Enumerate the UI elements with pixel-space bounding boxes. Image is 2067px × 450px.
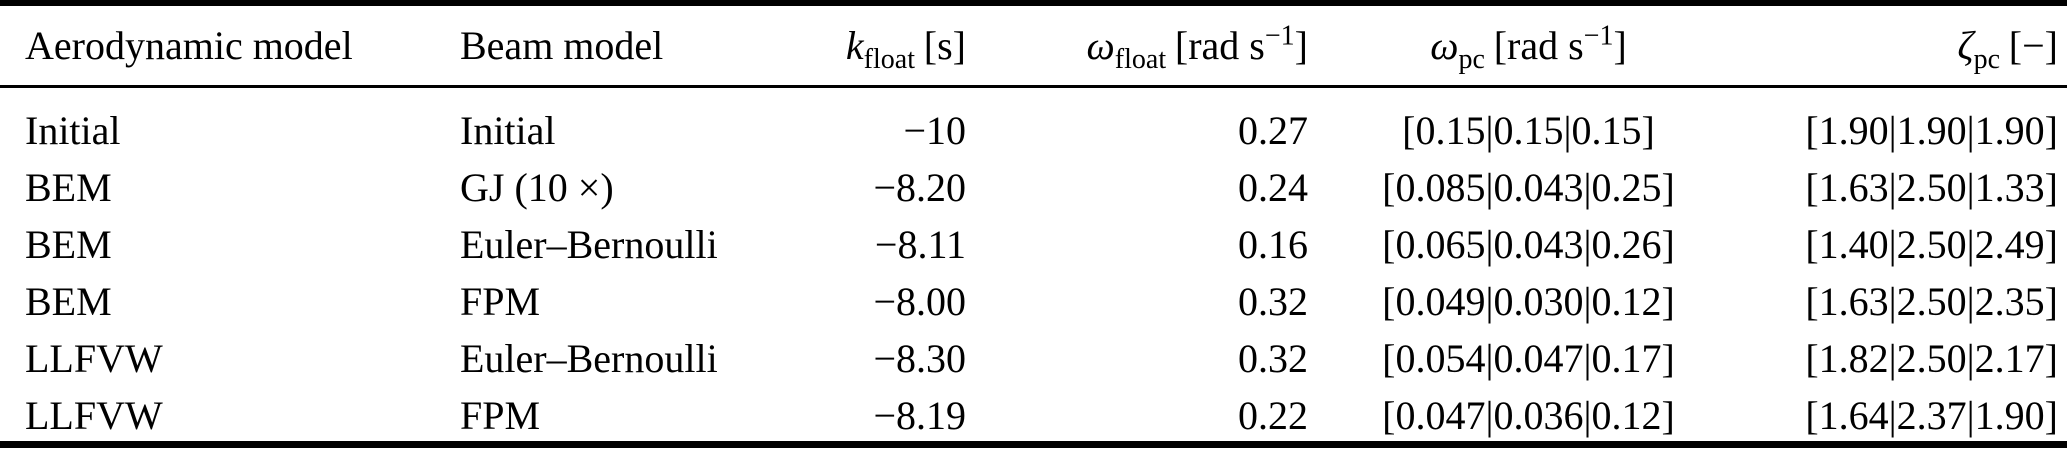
cell-omega-pc: [0.15|0.15|0.15] (1402, 108, 1655, 153)
col-header-omega-pc: ωpc [rad s−1] (1312, 20, 1745, 73)
omega-float-unit-exponent: −1 (1264, 20, 1295, 52)
cell-omega-float: 0.32 (1238, 336, 1308, 381)
cell-zeta-pc: [1.82|2.50|2.17] (1805, 336, 2058, 381)
cell-k-float: −8.11 (874, 222, 966, 267)
cell-zeta-pc: [1.40|2.50|2.49] (1805, 222, 2058, 267)
col-header-aerodynamic-model: Aerodynamic model (25, 23, 353, 68)
cell-beam: Initial (460, 108, 556, 153)
omega-pc-unit-close: ] (1613, 23, 1627, 68)
cell-k-float: −8.00 (873, 279, 966, 324)
col-header-beam-model: Beam model (460, 23, 664, 68)
omega-pc-unit-exponent: −1 (1583, 20, 1614, 52)
cell-aero: BEM (25, 279, 112, 324)
cell-k-float: −8.30 (873, 336, 966, 381)
omega-float-unit: [rad s−1] (1174, 20, 1308, 68)
cell-zeta-pc: [1.90|1.90|1.90] (1805, 108, 2058, 153)
cell-aero: LLFVW (25, 336, 163, 381)
cell-zeta-pc: [1.64|2.37|1.90] (1805, 393, 2058, 438)
cell-omega-pc: [0.085|0.043|0.25] (1382, 165, 1675, 210)
omega-pc-unit-open: [rad s (1493, 23, 1584, 68)
cell-k-float: −8.19 (873, 393, 966, 438)
cell-aero: BEM (25, 165, 112, 210)
k-symbol: k (845, 23, 864, 68)
k-subscript: float (863, 44, 915, 75)
cell-beam: Euler–Bernoulli (460, 222, 718, 267)
cell-k-float: −10 (903, 108, 966, 153)
cell-omega-float: 0.24 (1238, 165, 1308, 210)
col-header-omega-float: ωfloat [rad s−1] (970, 20, 1312, 73)
cell-omega-float: 0.16 (1238, 222, 1308, 267)
cell-aero: LLFVW (25, 393, 163, 438)
cell-omega-float: 0.32 (1238, 279, 1308, 324)
cell-omega-pc: [0.047|0.036|0.12] (1382, 393, 1675, 438)
col-header-zeta-pc: ζpc [−] (1745, 22, 2067, 74)
zeta-pc-unit: [−] (2008, 23, 2058, 68)
cell-omega-pc: [0.049|0.030|0.12] (1382, 279, 1675, 324)
cell-beam: GJ (10 ×) (460, 165, 614, 210)
table-top-rule (0, 0, 2067, 6)
table-body: Initial Initial −10 0.27 [0.15|0.15|0.15… (0, 102, 2067, 444)
omega-pc-subscript: pc (1458, 44, 1485, 75)
omega-float-subscript: float (1114, 44, 1167, 75)
omega-float-symbol: ω (1086, 23, 1115, 68)
cell-omega-pc: [0.065|0.043|0.26] (1382, 222, 1675, 267)
cell-aero: Initial (25, 108, 121, 153)
k-unit: [s] (923, 23, 966, 68)
omega-pc-symbol: ω (1430, 23, 1459, 68)
table-header-rule (0, 85, 2067, 88)
cell-omega-float: 0.27 (1238, 108, 1308, 153)
table-bottom-rule (0, 441, 2067, 448)
zeta-pc-symbol: ζ (1957, 23, 1974, 68)
cell-aero: BEM (25, 222, 112, 267)
cell-zeta-pc: [1.63|2.50|1.33] (1805, 165, 2058, 210)
cell-beam: Euler–Bernoulli (460, 336, 718, 381)
cell-beam: FPM (460, 279, 541, 324)
cell-omega-float: 0.22 (1238, 393, 1308, 438)
col-header-k-float: kfloat [s] (770, 22, 970, 74)
table-header-row: Aerodynamic model Beam model kfloat [s] ω… (0, 6, 2067, 85)
cell-k-float: −8.20 (873, 165, 966, 210)
cell-beam: FPM (460, 393, 541, 438)
omega-pc-unit: [rad s−1] (1493, 20, 1627, 68)
zeta-pc-subscript: pc (1973, 44, 2000, 75)
cell-zeta-pc: [1.63|2.50|2.35] (1805, 279, 2058, 324)
cell-omega-pc: [0.054|0.047|0.17] (1382, 336, 1675, 381)
omega-float-unit-open: [rad s (1174, 23, 1265, 68)
omega-float-unit-close: ] (1294, 23, 1308, 68)
